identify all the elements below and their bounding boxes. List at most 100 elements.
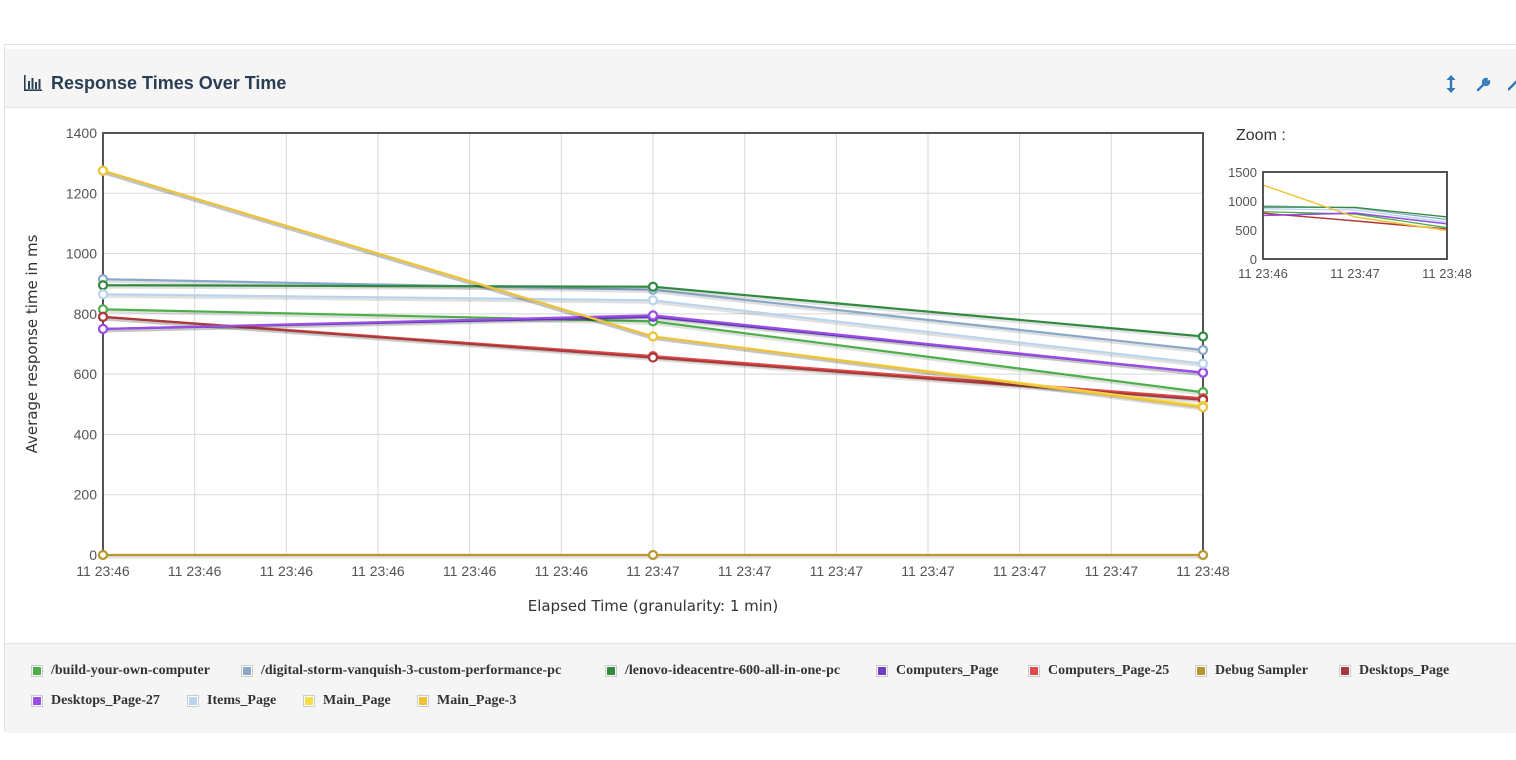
legend-swatch — [605, 665, 617, 677]
y-tick-label: 1400 — [66, 125, 97, 141]
zoom-x-tick-label: 11 23:46 — [1238, 266, 1288, 281]
data-point — [97, 311, 109, 322]
legend-swatch — [1028, 665, 1040, 677]
legend-swatch — [417, 695, 429, 707]
y-tick-label: 600 — [74, 366, 98, 382]
legend-swatch — [31, 695, 43, 707]
legend-item[interactable]: Computers_Page-25 — [1028, 663, 1169, 679]
zoom-y-tick-label: 1500 — [1228, 165, 1257, 180]
legend-item[interactable]: Items_Page — [187, 693, 276, 709]
legend-item[interactable]: Desktops_Page-27 — [31, 693, 160, 709]
panel-heading: Response Times Over Time — [5, 49, 1516, 108]
legend-swatch-color — [305, 697, 313, 705]
legend-swatch — [1195, 665, 1207, 677]
legend-item[interactable]: /digital-storm-vanquish-3-custom-perform… — [241, 663, 561, 679]
legend-swatch — [31, 665, 43, 677]
legend-item[interactable]: Computers_Page — [876, 663, 999, 679]
x-tick-label: 11 23:47 — [626, 563, 680, 579]
y-tick-label: 0 — [89, 547, 97, 563]
y-axis-label: Average response time in ms — [23, 234, 41, 453]
x-tick-label: 11 23:46 — [351, 563, 405, 579]
legend-label: Items_Page — [207, 693, 277, 708]
zoom-y-tick-label: 0 — [1250, 252, 1257, 267]
legend-label: Main_Page-3 — [437, 693, 517, 708]
data-point — [1197, 331, 1209, 342]
zoom-frame — [1262, 171, 1448, 260]
legend-swatch-color — [607, 667, 615, 675]
zoom-y-tick-label: 500 — [1235, 223, 1257, 238]
legend-item[interactable]: /lenovo-ideacentre-600-all-in-one-pc — [605, 663, 840, 679]
legend-label: /digital-storm-vanquish-3-custom-perform… — [261, 663, 562, 678]
data-point — [97, 165, 109, 176]
data-point — [97, 323, 109, 335]
data-point — [1197, 549, 1209, 561]
legend-item[interactable]: Main_Page — [303, 693, 391, 709]
bar-chart-icon — [24, 75, 42, 91]
wrench-icon[interactable] — [1476, 76, 1492, 92]
legend-label: /lenovo-ideacentre-600-all-in-one-pc — [625, 663, 841, 678]
legend-swatch-color — [1197, 667, 1205, 675]
y-tick-label: 400 — [74, 426, 98, 442]
x-tick-label: 11 23:47 — [1085, 563, 1139, 579]
legend-swatch-color — [243, 667, 251, 675]
legend-item[interactable]: /build-your-own-computer — [31, 663, 210, 679]
data-point — [647, 281, 659, 292]
data-point — [647, 352, 659, 363]
legend-item[interactable]: Main_Page-3 — [417, 693, 516, 709]
legend-label: Debug Sampler — [1215, 663, 1308, 678]
legend-label: /build-your-own-computer — [51, 663, 210, 678]
legend-label: Desktops_Page-27 — [51, 693, 160, 708]
data-point — [1197, 344, 1209, 356]
zoom-series-line — [1262, 208, 1448, 223]
x-axis-label: Elapsed Time (granularity: 1 min) — [528, 597, 779, 615]
data-point — [647, 295, 659, 306]
panel-title: Response Times Over Time — [51, 73, 287, 93]
y-tick-label: 800 — [74, 306, 98, 322]
legend-swatch-color — [1341, 667, 1349, 675]
zoom-y-tick-label: 1000 — [1228, 194, 1257, 209]
y-tick-label: 1200 — [66, 185, 97, 201]
x-tick-label: 11 23:46 — [260, 563, 314, 579]
data-point — [97, 289, 109, 300]
data-point — [97, 280, 109, 291]
x-tick-label: 11 23:47 — [901, 563, 955, 579]
legend-swatch — [241, 665, 253, 677]
legend-swatch-color — [419, 697, 427, 705]
legend-swatch — [303, 695, 315, 707]
legend-swatch-color — [189, 697, 197, 705]
data-point — [97, 549, 109, 561]
data-point — [1197, 358, 1209, 369]
legend-item[interactable]: Debug Sampler — [1195, 663, 1308, 679]
legend-swatch — [1339, 665, 1351, 677]
x-tick-label: 11 23:46 — [76, 563, 130, 579]
zoom-label: Zoom : — [1236, 127, 1286, 144]
legend-label: Desktops_Page — [1359, 663, 1450, 678]
resize-vertical-icon[interactable] — [1446, 75, 1456, 93]
response-times-chart[interactable]: 0 200 400 600 800 1000 1200 1400 11 23:46 11 23:4… — [5, 45, 1516, 643]
y-tick-label: 200 — [74, 487, 98, 503]
data-point — [647, 310, 659, 321]
y-tick-label: 1000 — [66, 246, 97, 262]
x-tick-label: 11 23:47 — [718, 563, 772, 579]
legend-swatch — [876, 665, 888, 677]
zoom-series-line — [1262, 211, 1448, 229]
x-tick-label: 11 23:48 — [1176, 563, 1230, 579]
data-point — [1197, 367, 1209, 378]
data-point — [647, 549, 659, 561]
zoom-x-tick-label: 11 23:48 — [1422, 266, 1472, 281]
x-tick-label: 11 23:46 — [443, 563, 497, 579]
legend-swatch — [187, 695, 199, 707]
zoom-series-line — [1262, 206, 1448, 218]
response-times-panel: Response Times Over Time 0 200 400 600 800 10… — [4, 44, 1516, 733]
legend-swatch-color — [1030, 667, 1038, 675]
x-tick-label: 11 23:46 — [168, 563, 222, 579]
data-point — [1197, 402, 1209, 413]
x-tick-label: 11 23:47 — [810, 563, 864, 579]
legend-item[interactable]: Desktops_Page — [1339, 663, 1449, 679]
chart-legend: /build-your-own-computer/digital-storm-v… — [5, 643, 1516, 733]
legend-swatch-color — [33, 667, 41, 675]
legend-label: Computers_Page-25 — [1048, 663, 1170, 678]
zoom-series-line — [1262, 184, 1448, 232]
x-tick-label: 11 23:46 — [535, 563, 589, 579]
zoom-x-tick-label: 11 23:47 — [1330, 266, 1380, 281]
